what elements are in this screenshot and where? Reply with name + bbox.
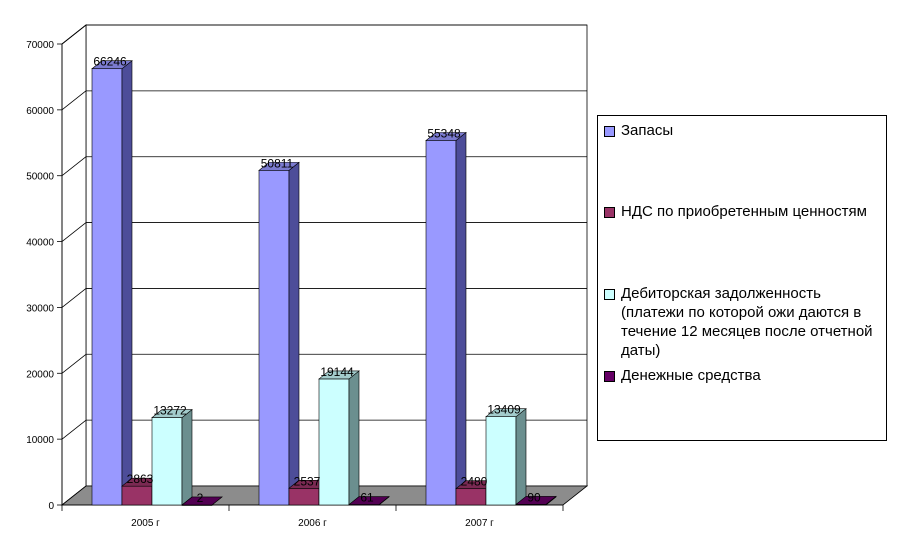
y-tick-label: 0	[48, 501, 54, 512]
data-labels: 66246 2863 13272 2 50811 2537 19144 61 55348 2480…	[93, 55, 541, 505]
bar-front	[121, 485, 153, 506]
legend-label: Запасы	[621, 122, 674, 139]
bar-front	[258, 170, 290, 506]
data-label: 2480	[461, 475, 488, 489]
bar-front	[455, 488, 487, 506]
legend-swatch	[604, 289, 615, 300]
data-label: 66246	[93, 55, 127, 69]
bar	[318, 370, 360, 506]
bar-top	[91, 60, 133, 70]
bar	[91, 60, 133, 506]
legend-swatch	[604, 126, 615, 137]
legend-item-zapasy: Запасы	[604, 121, 886, 140]
bar-front	[485, 416, 517, 506]
legend-label: Дебиторская задолженность (платежи по ко…	[621, 285, 873, 359]
y-tick-label: 30000	[26, 303, 54, 314]
legend-swatch	[604, 371, 615, 382]
bar	[181, 496, 223, 506]
gridline-diagonal	[61, 24, 87, 45]
legend-swatch	[604, 207, 615, 218]
y-tick-label: 10000	[26, 435, 54, 446]
bar-side	[288, 161, 300, 506]
bar	[151, 408, 193, 506]
bar-side	[181, 408, 193, 506]
x-tick-label: 2007 г	[465, 518, 494, 529]
bar-side	[348, 370, 360, 506]
bar	[425, 131, 467, 506]
bar	[485, 408, 527, 506]
y-tick-label: 50000	[26, 172, 54, 183]
axes: 0 10000 20000 30000 40000 50000 60000 70000 2005…	[26, 40, 564, 529]
bar	[348, 495, 390, 506]
bar-side	[515, 408, 527, 506]
y-tick-label: 40000	[26, 238, 54, 249]
bar-top	[151, 409, 193, 418]
legend-item-debitorskaya: Дебиторская задолженность (платежи по ко…	[604, 284, 886, 360]
y-tick-label: 20000	[26, 369, 54, 380]
bar-top	[258, 162, 300, 171]
gridline-diagonal	[61, 353, 87, 374]
bar-side	[455, 131, 467, 506]
data-label: 19144	[320, 365, 354, 379]
bar	[258, 161, 300, 506]
data-label: 2	[197, 491, 204, 505]
bar-front	[288, 487, 320, 506]
data-label: 90	[527, 490, 541, 504]
legend-label: Денежные средства	[621, 367, 761, 384]
gridline-diagonal	[61, 156, 87, 177]
side-wall	[61, 24, 87, 506]
legend: Запасы НДС по приобретенным ценностям Де…	[597, 115, 887, 441]
legend-label: НДС по приобретенным ценностям	[621, 203, 867, 220]
y-tick-label: 70000	[26, 40, 54, 51]
data-label: 2863	[127, 472, 154, 486]
bar-top	[181, 496, 223, 506]
bar-front	[151, 417, 183, 506]
data-label: 13409	[487, 403, 521, 417]
gridline-diagonal	[61, 419, 87, 440]
bar-front	[425, 140, 457, 506]
bars	[91, 60, 557, 506]
gridline-diagonal	[61, 288, 87, 308]
x-tick-label: 2006 г	[298, 518, 327, 529]
bar-top	[485, 408, 527, 417]
data-label: 2537	[294, 474, 321, 488]
data-label: 50811	[261, 156, 294, 170]
legend-item-denezhnye: Денежные средства	[604, 366, 886, 385]
bar-front	[318, 378, 350, 506]
gridline-diagonal	[61, 90, 87, 111]
bar-side	[121, 60, 133, 506]
bar-front	[91, 68, 123, 506]
bar-top	[318, 370, 360, 380]
gridline-diagonal	[61, 222, 87, 242]
bar	[515, 495, 557, 506]
y-tick-label: 60000	[26, 106, 54, 117]
bar-top	[425, 132, 467, 141]
x-tick-label: 2005 г	[131, 518, 160, 529]
bar-top	[515, 496, 557, 505]
bar-top	[348, 496, 390, 505]
data-label: 55348	[427, 126, 461, 140]
legend-item-nds: НДС по приобретенным ценностям	[604, 202, 886, 221]
data-label: 13272	[153, 404, 187, 418]
data-label: 61	[360, 491, 374, 505]
